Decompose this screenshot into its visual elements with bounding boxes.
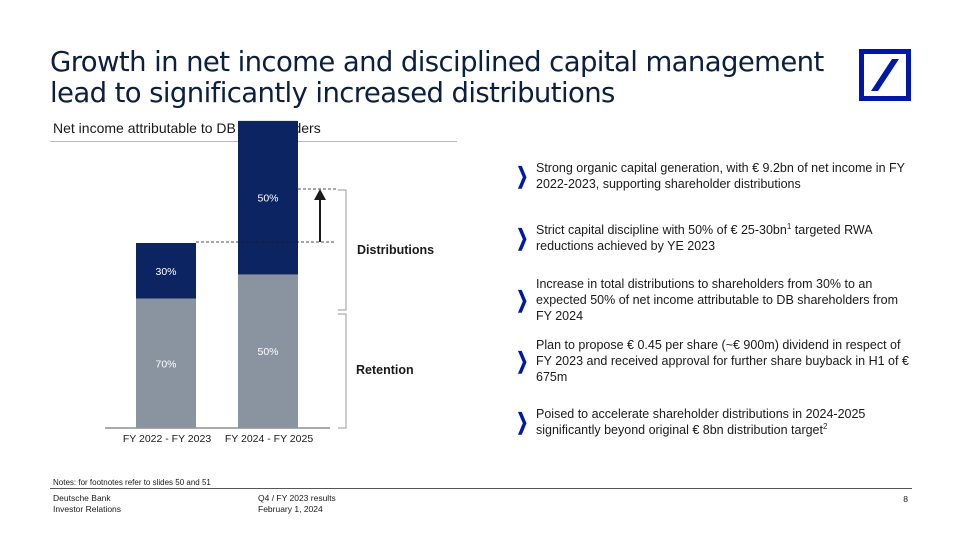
retention-label: Retention [356, 363, 414, 377]
data-label: 70% [155, 358, 176, 370]
data-label: 50% [257, 346, 278, 358]
bar-segment-distributions [238, 120, 298, 275]
footer-department: Investor Relations [53, 504, 122, 514]
deutsche-bank-logo [859, 49, 911, 101]
title-line-1: Growth in net income and disciplined cap… [50, 46, 824, 78]
list-item: ❯ Strong organic capital generation, wit… [512, 160, 912, 192]
footnote-notes: Notes: for footnotes refer to slides 50 … [53, 478, 211, 487]
bar-segment-retention [238, 274, 298, 428]
footer-company: Deutsche Bank [53, 493, 111, 503]
list-item: ❯ Plan to propose € 0.45 per share (~€ 9… [512, 337, 912, 385]
title-line-2: lead to significantly increased distribu… [50, 77, 615, 109]
chevron-right-icon: ❯ [516, 287, 529, 312]
footer-org: Deutsche Bank Investor Relations [53, 493, 121, 515]
bullet-text: Strict capital discipline with 50% of € … [536, 221, 872, 253]
data-label: 50% [257, 193, 278, 205]
growth-arrow-icon [314, 189, 326, 200]
bullet-text: Strong organic capital generation, with … [536, 161, 905, 191]
chevron-right-icon: ❯ [516, 409, 529, 434]
footnote-ref: 2 [822, 421, 828, 431]
footer-event: Q4 / FY 2023 results February 1, 2024 [258, 493, 336, 515]
distributions-bracket [338, 189, 347, 311]
data-label: 30% [155, 266, 176, 278]
x-tick-label: FY 2022 - FY 2023 [123, 433, 211, 445]
footer-divider [50, 488, 912, 489]
list-item: ❯ Increase in total distributions to sha… [512, 276, 912, 324]
list-item: ❯ Strict capital discipline with 50% of … [512, 222, 912, 254]
distributions-label: Distributions [357, 243, 434, 257]
logo-slash-icon [871, 59, 899, 91]
footer-report: Q4 / FY 2023 results [258, 493, 336, 503]
bar-segment-retention [136, 298, 196, 428]
footer-date: February 1, 2024 [258, 504, 323, 514]
chevron-right-icon: ❯ [516, 225, 529, 250]
retention-bracket [338, 313, 347, 429]
bar-segment-distributions [136, 243, 196, 299]
x-tick-label: FY 2024 - FY 2025 [225, 433, 313, 445]
page-number: 8 [903, 494, 908, 504]
footnote-ref: 1 [786, 221, 792, 231]
bullet-text: Plan to propose € 0.45 per share (~€ 900… [536, 338, 909, 384]
bullet-text: Poised to accelerate shareholder distrib… [536, 407, 866, 437]
chevron-right-icon: ❯ [516, 163, 529, 188]
chevron-right-icon: ❯ [516, 348, 529, 373]
list-item: ❯ Poised to accelerate shareholder distr… [512, 406, 912, 438]
slide-title: Growth in net income and disciplined cap… [50, 47, 850, 109]
bullet-text: Increase in total distributions to share… [536, 277, 899, 323]
